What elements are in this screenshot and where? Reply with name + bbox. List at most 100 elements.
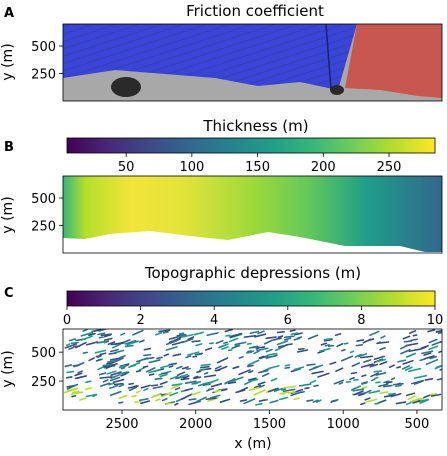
depression-mark	[340, 355, 354, 362]
depression-mark	[248, 386, 260, 392]
x-tick-label: 2500	[105, 417, 138, 432]
depression-mark	[77, 370, 83, 374]
depression-mark	[185, 355, 192, 359]
depression-mark	[98, 372, 107, 376]
depression-mark	[243, 398, 256, 405]
depression-mark	[285, 343, 293, 346]
depression-mark	[68, 347, 74, 350]
depression-mark	[287, 391, 296, 394]
depression-mark	[255, 346, 261, 350]
depression-mark	[70, 341, 79, 345]
depression-mark	[401, 365, 411, 370]
depression-mark	[127, 385, 139, 389]
panel-b: B Thickness (m) 50 100 150 200 250 250 500 y …	[0, 117, 443, 254]
depression-mark	[161, 372, 169, 375]
depression-mark	[162, 331, 169, 334]
depression-mark	[267, 387, 279, 393]
depression-mark	[365, 398, 378, 403]
depression-mark	[270, 377, 278, 382]
depression-mark	[111, 343, 122, 349]
depression-mark	[351, 362, 361, 367]
depression-mark	[182, 375, 190, 380]
depression-mark	[158, 329, 171, 333]
depression-mark	[65, 343, 71, 347]
depression-mark	[357, 353, 368, 358]
panel-a-letter: A	[4, 6, 14, 21]
panel-b-frame	[62, 175, 443, 254]
depression-mark	[362, 338, 372, 344]
depression-mark	[179, 373, 189, 379]
depression-mark	[97, 358, 103, 361]
depression-mark	[350, 371, 358, 375]
depression-mark	[123, 339, 131, 343]
depression-mark	[315, 399, 322, 403]
depression-mark	[375, 358, 386, 363]
depression-mark	[254, 333, 267, 338]
depression-mark	[313, 384, 319, 387]
depression-mark	[113, 349, 125, 354]
depression-mark	[187, 336, 195, 341]
y-tick-label: 500	[31, 192, 56, 207]
colorbar-tick-label: 200	[311, 160, 336, 175]
depression-mark	[205, 397, 217, 401]
depression-mark	[216, 357, 229, 364]
depression-mark	[199, 368, 205, 371]
depression-mark	[223, 341, 229, 345]
depression-mark	[79, 397, 87, 401]
depression-mark	[176, 334, 187, 338]
depression-mark	[148, 373, 155, 376]
depression-mark	[180, 377, 190, 381]
depression-mark	[204, 347, 213, 351]
depression-mark	[138, 366, 146, 371]
depression-mark	[338, 381, 344, 385]
depression-mark	[124, 344, 134, 348]
depression-mark	[439, 368, 442, 371]
depression-mark	[108, 382, 116, 386]
panel-b-ylabel: y (m)	[0, 196, 16, 233]
depression-mark	[290, 332, 298, 336]
depression-mark	[191, 391, 201, 396]
depression-mark	[120, 332, 126, 336]
colorbar-tick-label: 100	[179, 160, 204, 175]
depression-mark	[175, 365, 183, 370]
depression-mark	[253, 389, 266, 396]
depression-mark	[361, 385, 368, 390]
depression-mark	[383, 384, 393, 388]
depression-mark	[277, 335, 284, 339]
depression-mark	[402, 335, 411, 340]
depression-mark	[403, 340, 413, 343]
depression-mark	[206, 332, 219, 337]
depression-mark	[243, 334, 257, 338]
depression-mark	[71, 395, 77, 398]
depression-mark	[273, 387, 284, 393]
depression-mark	[150, 393, 161, 399]
depression-mark	[156, 356, 163, 360]
depression-mark	[412, 334, 418, 337]
depression-mark	[188, 398, 197, 401]
depression-mark	[66, 383, 79, 390]
depression-mark	[74, 375, 88, 380]
depression-mark	[423, 352, 432, 356]
depression-mark	[215, 339, 224, 345]
depression-mark	[203, 374, 217, 378]
x-tick-label: 1000	[327, 417, 360, 432]
depression-mark	[80, 331, 94, 337]
depression-mark	[210, 383, 223, 388]
depression-mark	[94, 349, 107, 354]
depression-mark	[358, 392, 365, 397]
depression-mark	[97, 332, 106, 336]
depression-mark	[171, 383, 183, 387]
y-tick-label: 250	[31, 375, 56, 390]
depression-mark	[214, 365, 222, 370]
depression-mark	[64, 343, 77, 349]
depression-mark	[419, 358, 426, 362]
depression-mark	[336, 342, 344, 348]
depression-mark	[176, 333, 187, 337]
depression-mark	[312, 399, 319, 403]
depression-mark	[256, 347, 269, 352]
depression-mark	[168, 365, 174, 368]
y-tick-label: 500	[31, 346, 56, 361]
panel-b-letter: B	[4, 140, 14, 155]
depression-mark	[82, 351, 89, 354]
